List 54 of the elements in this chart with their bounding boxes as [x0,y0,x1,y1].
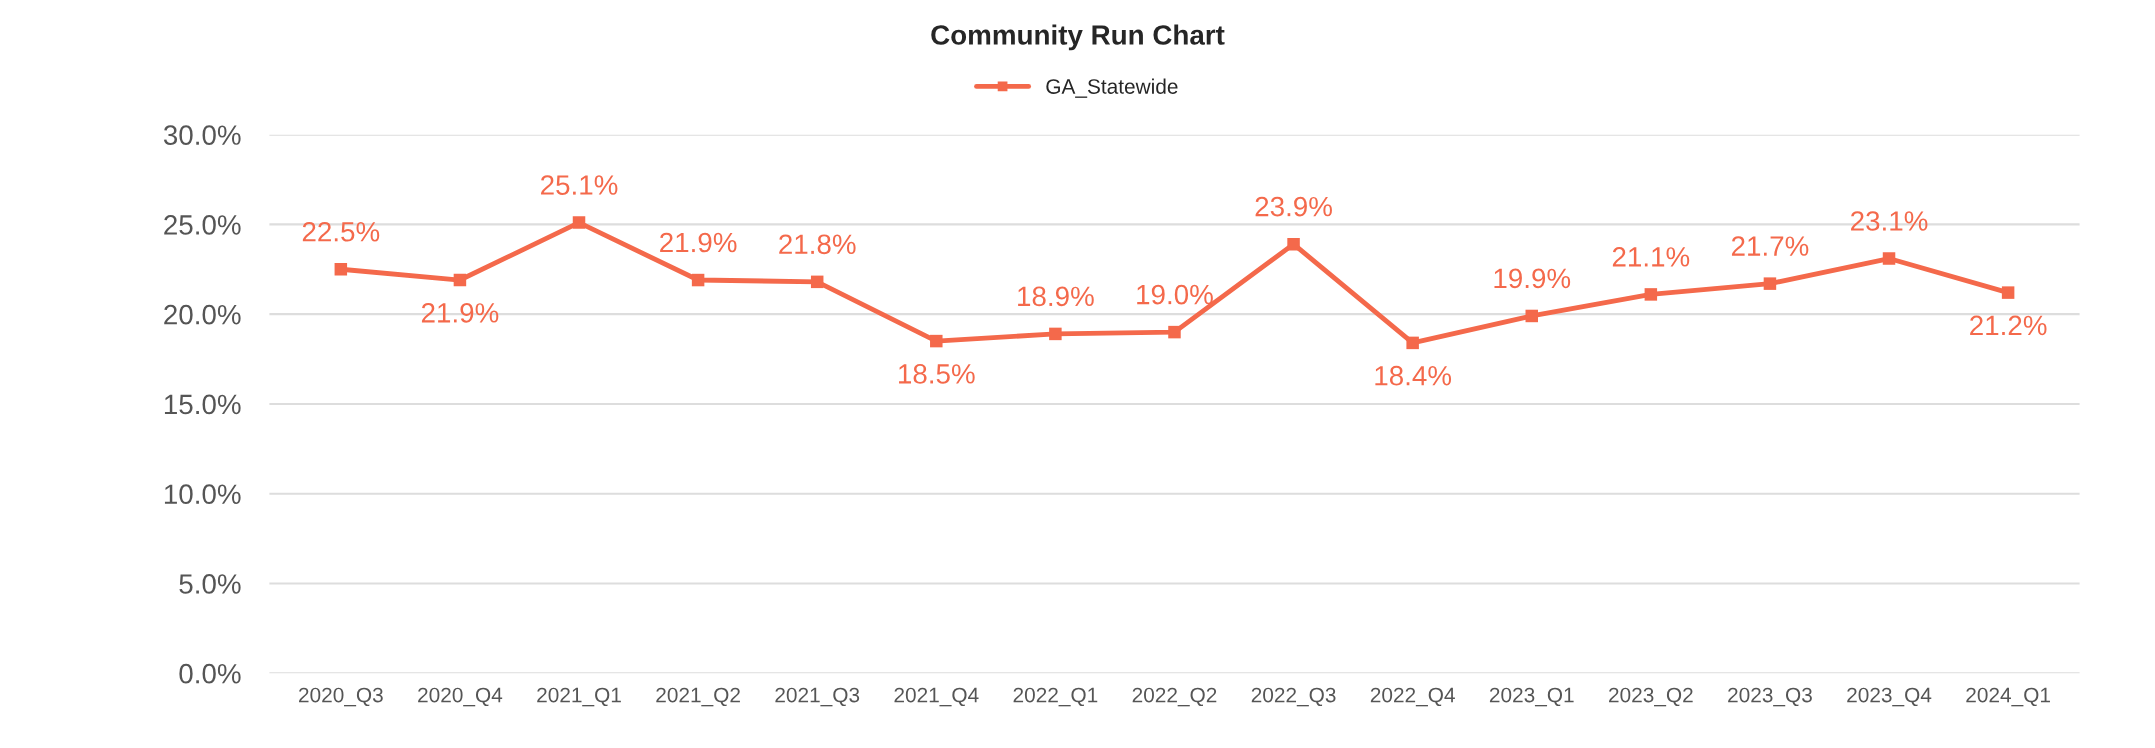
x-tick-label: 2023_Q1 [1489,687,1574,707]
y-tick-label: 5.0% [179,574,241,594]
data-label: 21.9% [660,232,737,253]
data-label: 21.8% [779,234,856,255]
point [1525,309,1538,323]
y-tick-label: 30.0% [163,125,241,145]
chart-title: Community Run Chart [931,24,1225,51]
point [1406,336,1419,350]
x-tick-label: 2021_Q3 [775,687,860,707]
data-label: 19.9% [1494,268,1571,289]
point [1763,277,1777,290]
point [2001,286,2015,299]
data-label: 25.1% [541,175,618,195]
y-tick-label: 20.0% [164,304,241,325]
data-label: 18.5% [899,364,975,384]
x-tick-label: 2022_Q1 [1013,687,1098,707]
x-tick-label: 2021_Q1 [537,687,621,707]
point [1287,237,1300,251]
point [453,273,467,287]
point [691,273,705,287]
x-tick-label: 2021_Q4 [894,687,979,707]
point [810,275,824,289]
x-tick-label: 2024_Q1 [1966,687,2050,707]
data-label: 23.1% [1851,211,1928,231]
x-tick-label: 2022_Q2 [1132,687,1217,707]
y-tick-label: 10.0% [164,484,241,505]
point [930,334,943,348]
x-tick-label: 2023_Q4 [1847,687,1932,707]
x-tick-label: 2023_Q2 [1609,687,1693,707]
x-tick-label: 2022_Q3 [1251,687,1336,707]
data-label: 21.1% [1612,247,1690,267]
x-tick-label: 2020_Q3 [299,687,383,707]
point [1049,327,1062,341]
data-label: 21.9% [421,303,499,323]
y-tick-label: 15.0% [164,394,241,415]
data-label: 22.5% [302,221,380,242]
point [572,216,586,229]
x-tick-label: 2022_Q4 [1370,687,1455,707]
x-tick-label: 2023_Q3 [1728,687,1812,707]
y-tick-label: 0.0% [179,663,241,684]
data-label: 21.2% [1970,315,2047,336]
data-label: 19.0% [1137,284,1213,305]
x-tick-label: 2021_Q2 [656,687,740,707]
point [334,263,348,276]
data-label: 18.9% [1018,286,1094,307]
x-tick-label: 2020_Q4 [418,687,503,707]
legend-label: GA_Statewide [1046,78,1178,98]
point [1168,325,1181,339]
data-label: 18.4% [1375,365,1452,386]
y-tick-label: 25.0% [164,215,241,235]
data-label: 23.9% [1255,196,1332,217]
point [1882,252,1896,265]
point [1644,288,1658,301]
data-label: 21.7% [1731,236,1809,256]
